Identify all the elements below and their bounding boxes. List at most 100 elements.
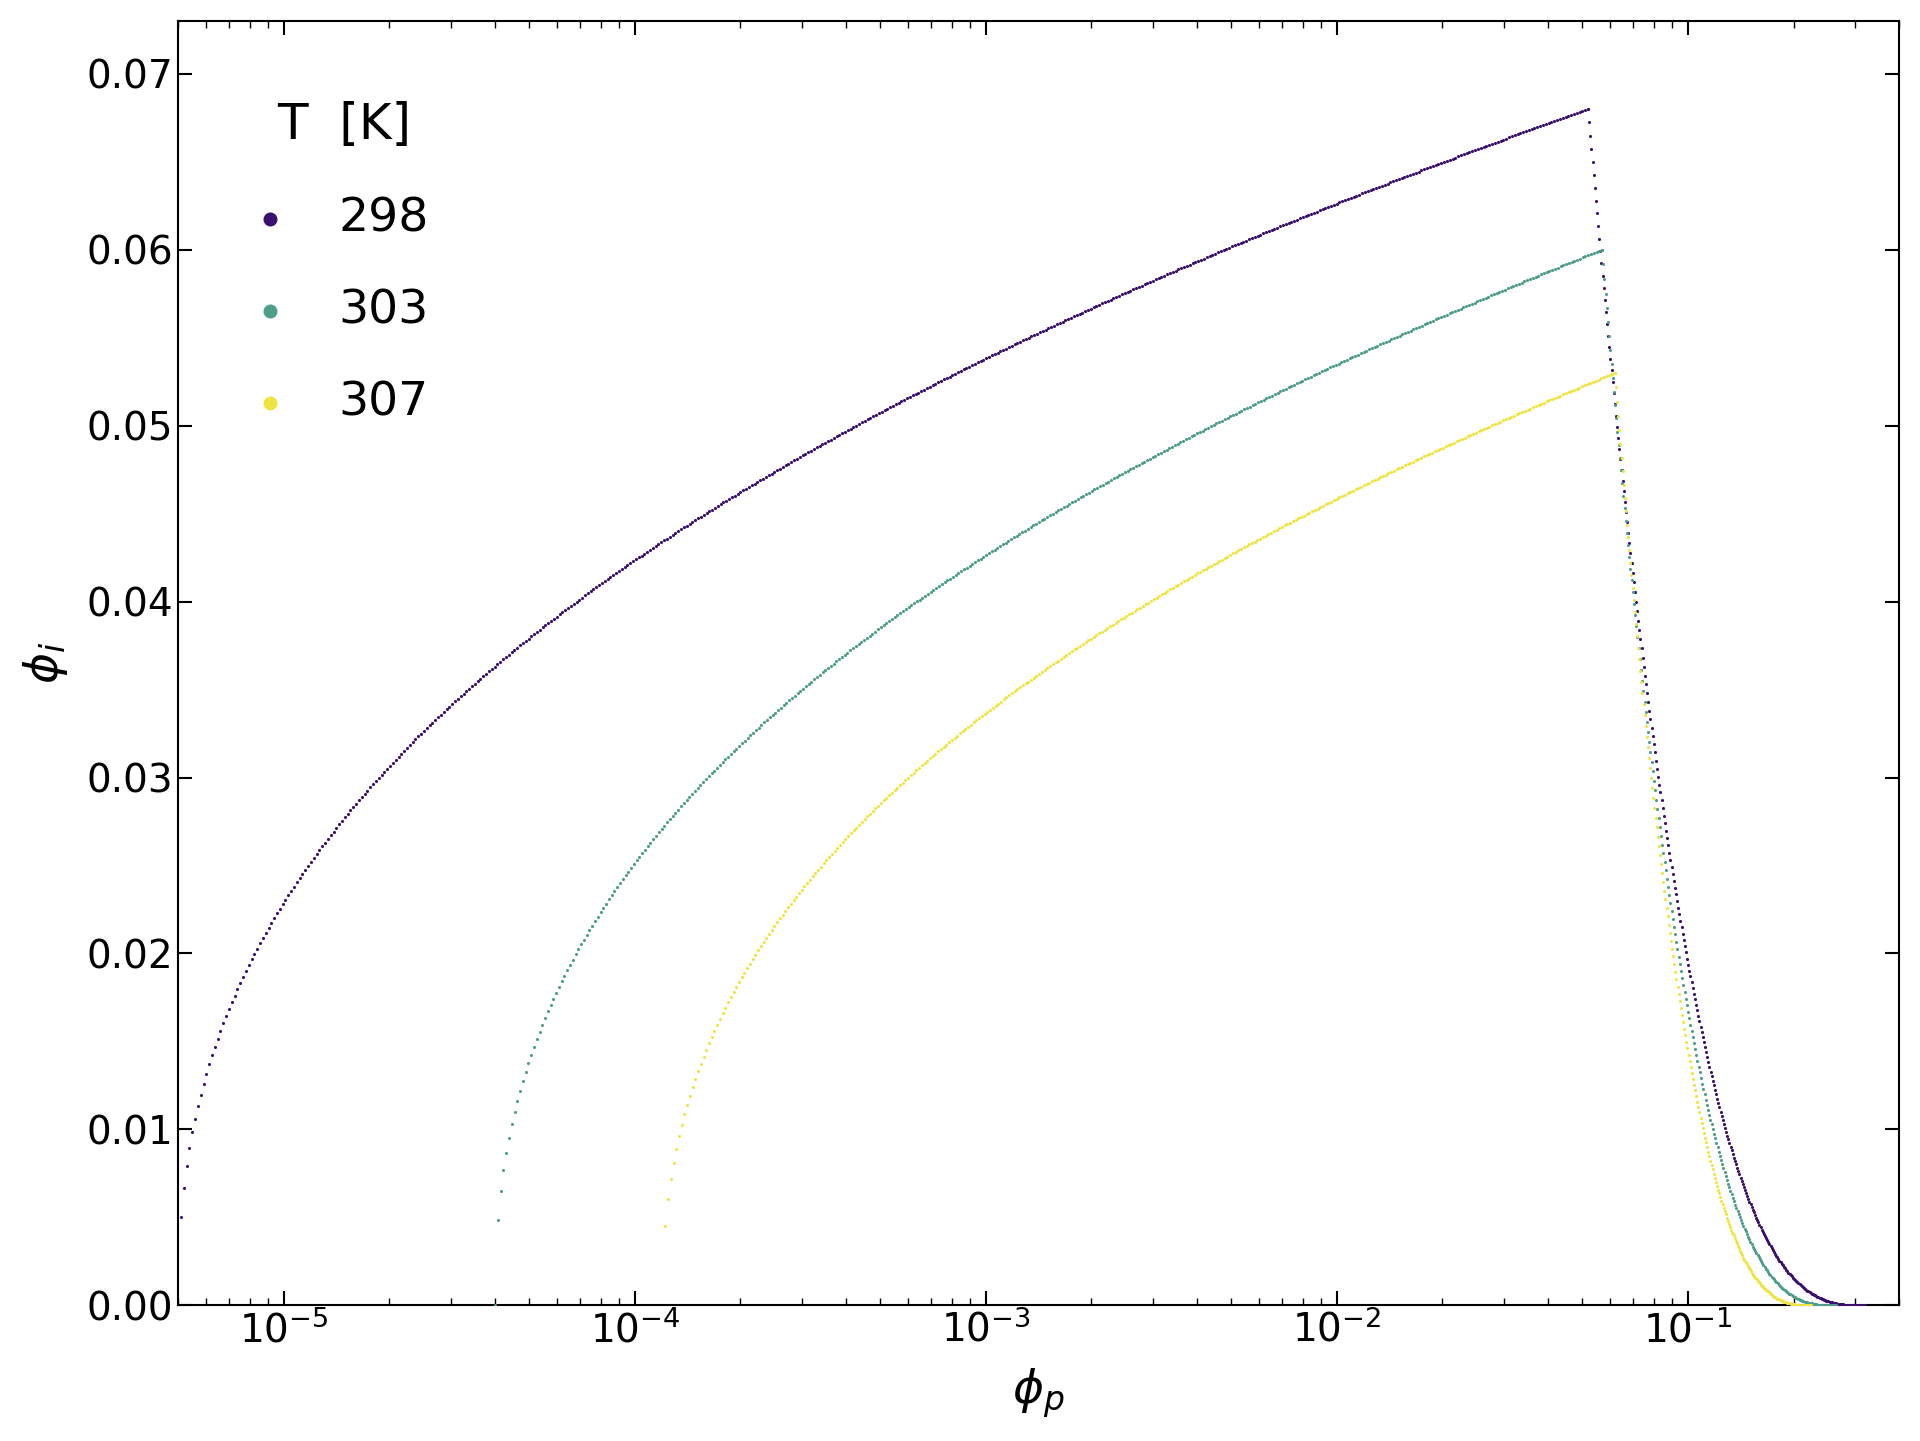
298	[1273, 212, 1304, 235]
298	[177, 1121, 207, 1144]
298	[1313, 196, 1344, 219]
Point	[1617, 563, 1647, 586]
307	[1455, 424, 1486, 447]
298	[367, 764, 397, 787]
298	[906, 379, 937, 402]
307	[1354, 471, 1384, 494]
Point	[1672, 1043, 1703, 1066]
307	[1365, 465, 1396, 488]
303	[891, 598, 922, 621]
303	[551, 958, 582, 981]
Point	[1736, 1259, 1766, 1282]
298	[248, 927, 278, 950]
303	[1177, 425, 1208, 448]
307	[893, 767, 924, 790]
307	[1150, 581, 1181, 604]
303	[910, 584, 941, 607]
307	[1056, 640, 1087, 663]
307	[1423, 438, 1453, 461]
298	[812, 429, 843, 452]
Point	[1661, 968, 1692, 991]
Point	[1757, 1239, 1788, 1262]
303	[1482, 281, 1513, 304]
303	[1327, 350, 1357, 373]
Point	[1715, 1131, 1745, 1154]
Point	[1780, 1268, 1811, 1291]
298	[384, 745, 415, 768]
Point	[1692, 1046, 1722, 1069]
Point	[1799, 1293, 1830, 1316]
Point	[1757, 1284, 1788, 1307]
Point	[1574, 111, 1605, 134]
Point	[1644, 765, 1674, 788]
Point	[1624, 660, 1655, 683]
Point	[1680, 1038, 1711, 1061]
Point	[1657, 908, 1688, 931]
298	[726, 480, 756, 503]
307	[1348, 474, 1379, 497]
Point	[1837, 1294, 1868, 1317]
Point	[1659, 869, 1690, 892]
303	[874, 610, 904, 633]
Point	[1732, 1254, 1763, 1277]
298	[276, 879, 307, 902]
303	[687, 771, 718, 794]
298	[1405, 159, 1436, 182]
303	[1553, 252, 1584, 275]
Point	[1697, 1118, 1728, 1141]
307	[1048, 646, 1079, 669]
298	[1432, 150, 1463, 173]
303	[941, 563, 972, 586]
Point	[1782, 1271, 1812, 1294]
298	[710, 488, 741, 512]
303	[657, 804, 687, 827]
298	[1020, 323, 1050, 346]
298	[445, 684, 476, 708]
298	[332, 803, 363, 826]
298	[1325, 190, 1356, 213]
298	[891, 386, 922, 409]
307	[1131, 592, 1162, 615]
Point	[1676, 1055, 1707, 1078]
Point	[1638, 769, 1668, 793]
Point	[1667, 1003, 1697, 1026]
Point	[1763, 1272, 1793, 1295]
Point	[1653, 842, 1684, 865]
303	[1386, 323, 1417, 346]
298	[1208, 239, 1238, 262]
307	[762, 911, 793, 934]
303	[912, 582, 943, 605]
303	[1242, 391, 1273, 414]
307	[1450, 427, 1480, 450]
298	[482, 653, 513, 676]
303	[785, 679, 816, 702]
303	[877, 608, 908, 631]
307	[828, 830, 858, 853]
303	[906, 586, 937, 610]
303	[1181, 422, 1212, 445]
303	[1281, 372, 1311, 395]
Point	[1680, 1043, 1711, 1066]
307	[927, 735, 958, 758]
303	[841, 634, 872, 657]
Point	[1822, 1293, 1853, 1316]
307	[1114, 602, 1144, 625]
Point	[1640, 806, 1670, 829]
298	[1530, 112, 1561, 135]
303	[513, 1052, 543, 1075]
Point	[1693, 1140, 1724, 1163]
298	[1284, 208, 1315, 231]
Point	[1594, 324, 1624, 347]
Point	[1657, 856, 1688, 879]
298	[1346, 182, 1377, 205]
298	[1356, 179, 1386, 202]
303	[979, 537, 1010, 561]
Point	[1772, 1291, 1803, 1314]
298	[543, 602, 574, 625]
303	[1171, 428, 1202, 451]
Point	[1784, 1294, 1814, 1317]
307	[1436, 432, 1467, 455]
298	[1085, 293, 1116, 316]
298	[1315, 195, 1346, 218]
Point	[1636, 708, 1667, 731]
